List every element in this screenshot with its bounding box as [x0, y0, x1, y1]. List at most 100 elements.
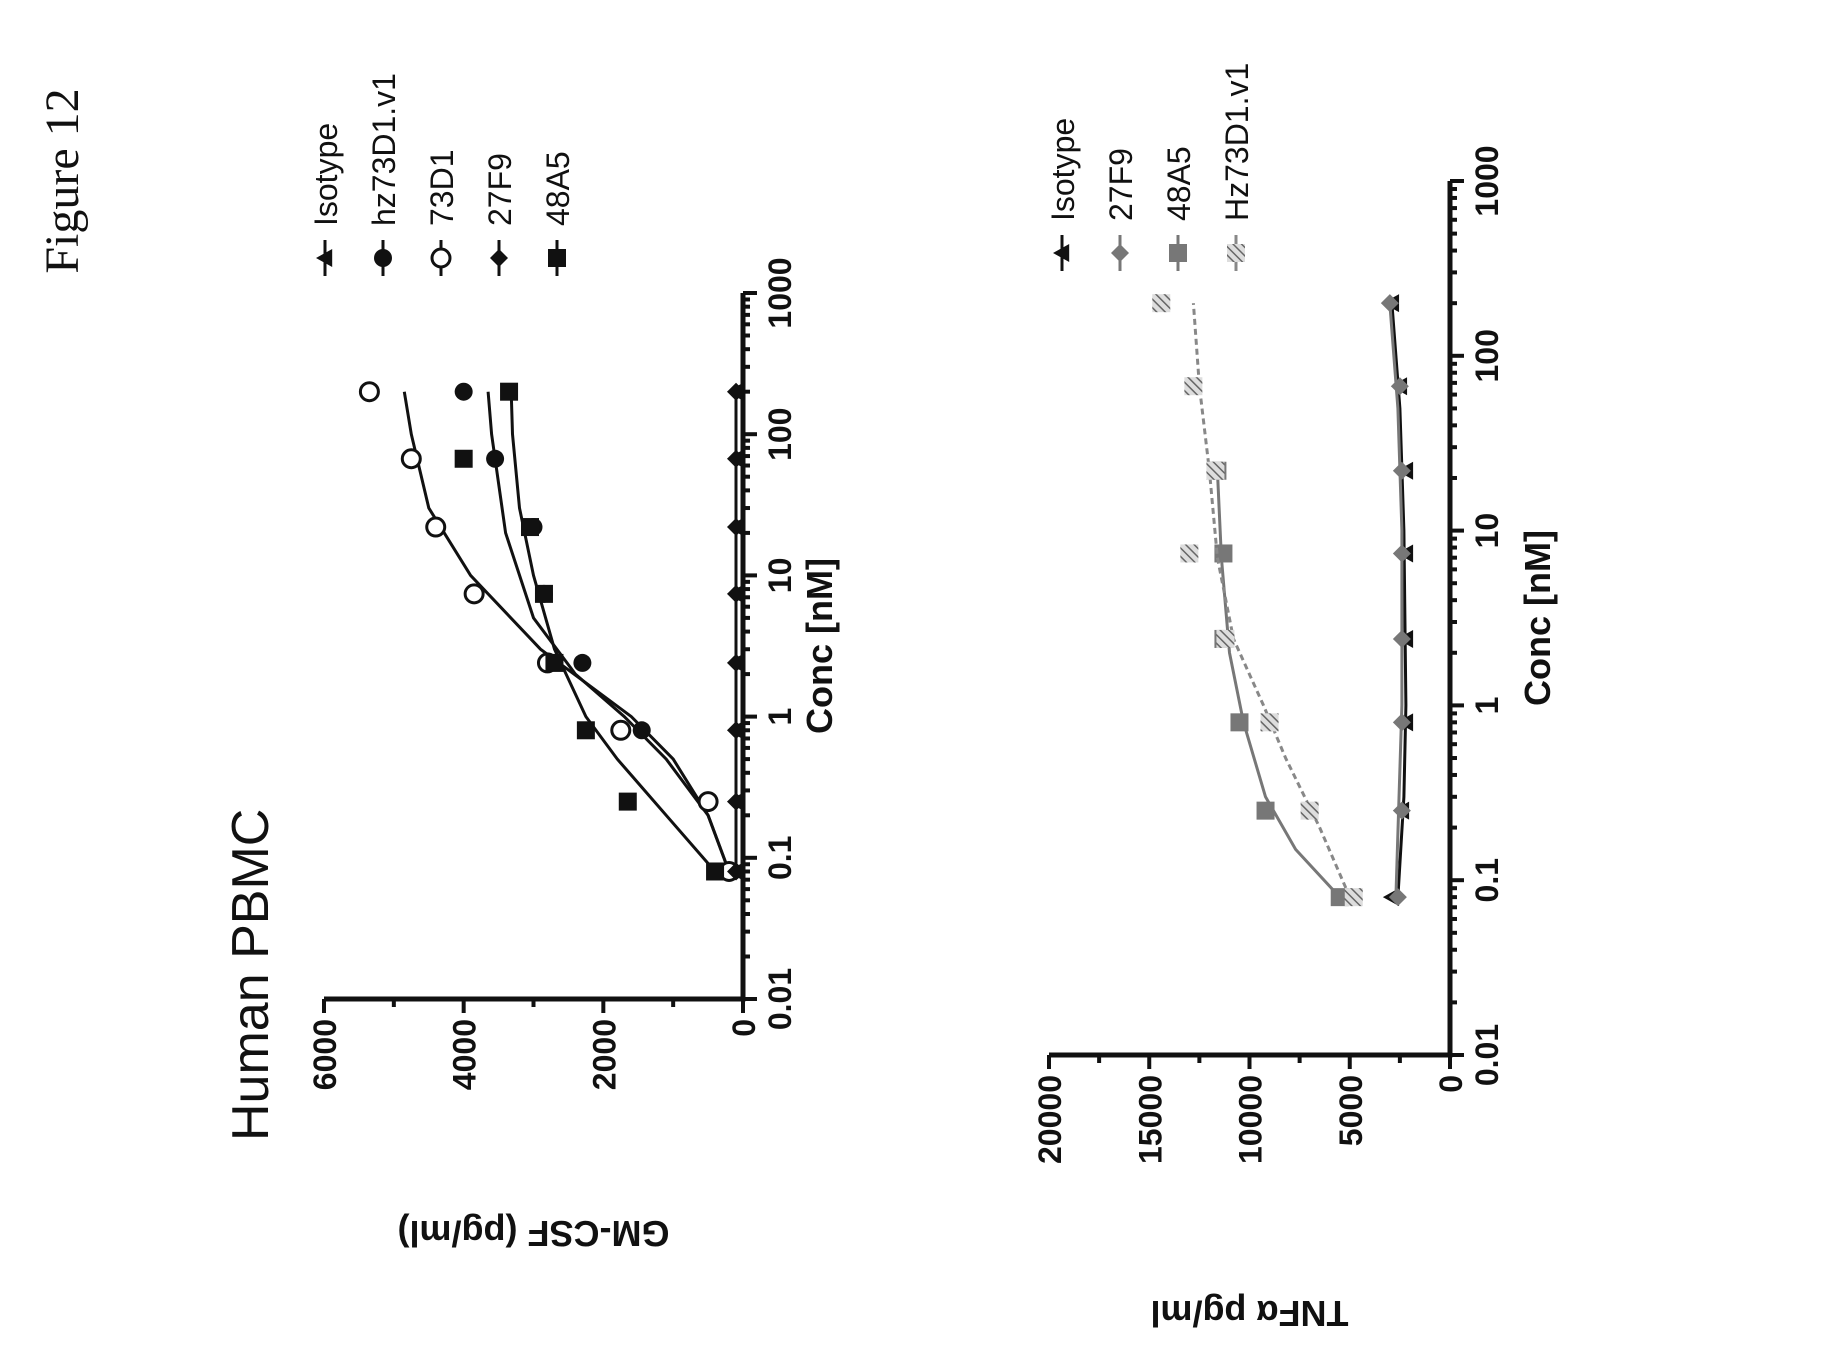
legend-label: hz73D1.v1	[366, 73, 402, 226]
x-tick-label: 0.01	[1469, 1024, 1505, 1086]
fit-line	[1215, 470, 1341, 899]
y-tick-label: 10000	[1233, 1075, 1269, 1164]
legend-label: Isotype	[1045, 118, 1081, 221]
data-point	[632, 721, 651, 740]
data-point	[727, 653, 746, 672]
legend-label: 27F9	[482, 153, 518, 226]
data-point	[454, 382, 473, 401]
series-hz73d1-v1	[1152, 294, 1363, 907]
y-tick-label: 2000	[586, 1019, 622, 1090]
data-point	[727, 862, 746, 881]
data-point	[618, 792, 637, 811]
data-point	[1392, 544, 1411, 563]
y-tick-label: 15000	[1132, 1075, 1168, 1164]
data-point	[706, 862, 725, 881]
data-point	[1206, 461, 1225, 480]
x-tick-label: 0.01	[762, 968, 798, 1030]
data-point	[1256, 801, 1275, 820]
data-point	[1392, 801, 1411, 820]
data-point	[358, 381, 380, 403]
legend-label: 48A5	[1161, 146, 1197, 221]
data-point	[1260, 713, 1279, 732]
x-axis-title: Conc [nM]	[1517, 530, 1558, 706]
legend-label: 27F9	[1103, 148, 1139, 221]
data-point	[1392, 629, 1411, 648]
y-tick-label: 5000	[1333, 1075, 1369, 1146]
data-point	[425, 516, 447, 538]
data-point	[534, 584, 553, 603]
x-tick-label: 100	[1469, 329, 1505, 382]
data-point	[1392, 461, 1411, 480]
data-point	[727, 518, 746, 537]
legend-marker	[1111, 244, 1129, 262]
data-point	[1392, 713, 1411, 732]
legend-marker	[490, 249, 508, 267]
series-48a5	[454, 382, 725, 881]
data-point	[576, 721, 595, 740]
legend-label: Isotype	[308, 123, 344, 226]
data-point	[727, 584, 746, 603]
x-tick-label: 1000	[1469, 145, 1505, 216]
data-point	[1184, 377, 1203, 396]
legend-marker	[548, 249, 566, 267]
data-point	[463, 583, 485, 605]
data-point	[1380, 294, 1399, 313]
legend-label: 73D1	[424, 150, 460, 227]
series-27f9	[1380, 294, 1411, 907]
data-point	[1152, 294, 1171, 313]
data-point	[521, 518, 540, 537]
tnfa-chart: 0 5000 10000 15000 20000 0.01 0.1 1 10 100 1000 Con…	[1032, 63, 1558, 1334]
x-tick-label: 100	[762, 408, 798, 461]
data-point	[573, 653, 592, 672]
figure-label: Figure 12	[36, 88, 89, 273]
y-tick-label: 0	[726, 1019, 762, 1037]
data-point	[454, 449, 473, 468]
series-27f9	[727, 382, 746, 881]
legend-label: Hz73D1.v1	[1219, 63, 1255, 221]
data-point	[1330, 888, 1349, 907]
data-point	[1216, 629, 1235, 648]
fit-line	[402, 391, 731, 873]
y-tick-label: 20000	[1032, 1075, 1068, 1164]
data-point	[697, 791, 719, 813]
panel-title: Human PBMC	[222, 809, 280, 1141]
fit-line	[509, 391, 717, 873]
data-point	[500, 382, 519, 401]
x-tick-label: 10	[1469, 513, 1505, 549]
data-point	[486, 449, 505, 468]
data-point	[1388, 888, 1407, 907]
legend-label: 48A5	[540, 151, 576, 226]
data-point	[727, 721, 746, 740]
legend-marker	[316, 249, 333, 267]
y-axis-title: GM-CSF (pg/ml)	[398, 1213, 670, 1254]
legend-marker	[1227, 244, 1245, 262]
x-tick-label: 0.1	[1469, 858, 1505, 902]
data-point	[1390, 377, 1409, 396]
y-axis-title: TNFα pg/ml	[1150, 1293, 1348, 1334]
y-tick-label: 6000	[307, 1019, 343, 1090]
data-point	[1344, 888, 1363, 907]
fit-line	[1388, 303, 1404, 898]
legend-marker	[374, 249, 392, 267]
data-point	[727, 382, 746, 401]
y-tick-label: 4000	[447, 1019, 483, 1090]
y-tick-label: 0	[1433, 1075, 1469, 1093]
data-point	[1230, 713, 1249, 732]
x-tick-label: 1000	[762, 257, 798, 328]
legend-marker	[430, 247, 452, 269]
gmcsf-chart: 0 2000 4000 6000 0.01 0.1 1 10 100 1000 Conc [nM] G…	[307, 73, 840, 1254]
axis-lines	[324, 293, 746, 1002]
data-point	[400, 448, 422, 470]
x-tick-label: 10	[762, 558, 798, 594]
x-tick-label: 0.1	[762, 836, 798, 880]
data-point	[727, 449, 746, 468]
series-48a5	[1208, 461, 1349, 907]
x-tick-label: 1	[1469, 697, 1505, 715]
data-point	[1300, 801, 1319, 820]
data-point	[1180, 544, 1199, 563]
legend-marker	[1053, 244, 1070, 262]
data-point	[727, 792, 746, 811]
